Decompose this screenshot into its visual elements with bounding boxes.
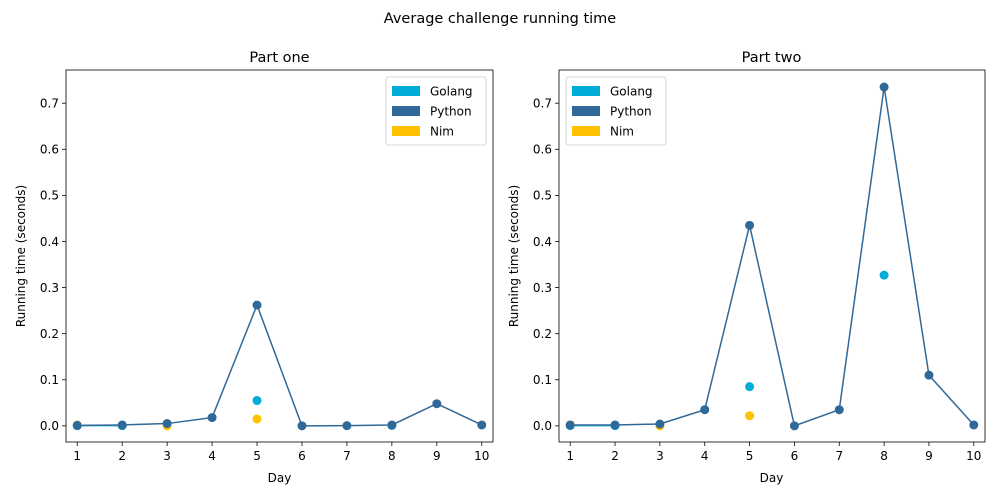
data-point-python — [879, 82, 889, 92]
legend-label-python: Python — [610, 105, 652, 119]
legend-label-python: Python — [430, 105, 472, 119]
data-point-python — [162, 419, 172, 429]
y-tick-label: 0.1 — [40, 373, 59, 387]
series-line-python — [570, 86, 975, 427]
legend-swatch-nim — [572, 126, 600, 136]
x-tick-label: 4 — [208, 449, 216, 463]
data-point-python — [252, 300, 262, 310]
y-tick-label: 0.2 — [40, 327, 59, 341]
x-tick-label: 2 — [611, 449, 619, 463]
legend-label-nim: Nim — [610, 125, 634, 139]
plot-frame — [558, 69, 986, 443]
legend-swatch-python — [572, 106, 600, 116]
y-tick-label: 0.1 — [533, 373, 552, 387]
data-point-python — [745, 220, 755, 230]
x-tick-label: 9 — [925, 449, 933, 463]
y-tick-label: 0.6 — [40, 143, 59, 157]
data-point-python — [72, 420, 82, 430]
x-tick-label: 2 — [118, 449, 126, 463]
y-tick-label: 0.6 — [533, 143, 552, 157]
y-tick-label: 0.7 — [533, 96, 552, 110]
x-axis-label: Day — [268, 471, 292, 485]
legend: Golang Python Nim — [565, 76, 667, 146]
data-point-python — [342, 421, 352, 431]
x-tick-label: 7 — [343, 449, 351, 463]
data-point-python — [924, 370, 934, 380]
x-tick-label: 7 — [835, 449, 843, 463]
data-point-nim — [745, 411, 755, 421]
y-axis-label: Running time (seconds) — [14, 185, 28, 327]
data-point-python — [432, 399, 442, 409]
x-tick-label: 6 — [298, 449, 306, 463]
x-tick-label: 9 — [433, 449, 441, 463]
x-tick-label: 4 — [701, 449, 709, 463]
x-axis-label: Day — [760, 471, 784, 485]
y-tick-label: 0.5 — [533, 189, 552, 203]
panel-part-two: Part two Day Running time (seconds) 1 2 3 4… — [507, 50, 986, 485]
x-tick-label: 1 — [73, 449, 81, 463]
data-point-python — [655, 419, 665, 429]
panel-title: Part two — [742, 50, 802, 66]
legend: Golang Python Nim — [385, 76, 487, 146]
x-tick-label: 10 — [474, 449, 489, 463]
data-point-golang — [745, 382, 755, 392]
y-tick-label: 0.3 — [40, 281, 59, 295]
y-tick-label: 0.5 — [40, 189, 59, 203]
data-point-python — [789, 421, 799, 431]
y-tick-label: 0.4 — [533, 235, 552, 249]
y-tick-label: 0.0 — [40, 419, 59, 433]
x-tick-label: 10 — [966, 449, 981, 463]
x-tick-label: 8 — [880, 449, 888, 463]
x-tick-label: 8 — [388, 449, 396, 463]
legend-label-golang: Golang — [610, 85, 653, 99]
x-tick-label: 5 — [746, 449, 754, 463]
x-tick-label: 1 — [566, 449, 574, 463]
y-tick-label: 0.4 — [40, 235, 59, 249]
figure-title: Average challenge running time — [384, 11, 617, 27]
legend-swatch-python — [392, 106, 420, 116]
x-tick-label: 5 — [253, 449, 261, 463]
plot-frame — [65, 69, 494, 443]
y-tick-label: 0.0 — [533, 419, 552, 433]
panel-title: Part one — [249, 50, 309, 66]
legend-swatch-golang — [572, 86, 600, 96]
data-point-python — [834, 405, 844, 415]
data-point-python — [969, 420, 979, 430]
y-tick-label: 0.7 — [40, 96, 59, 110]
legend-label-nim: Nim — [430, 125, 454, 139]
data-point-nim — [252, 414, 262, 424]
data-point-python — [207, 413, 217, 423]
data-point-python — [297, 421, 307, 431]
x-tick-label: 6 — [791, 449, 799, 463]
y-tick-label: 0.3 — [533, 281, 552, 295]
data-point-python — [700, 405, 710, 415]
x-tick-label: 3 — [656, 449, 664, 463]
series-line-python — [77, 303, 483, 427]
data-point-golang — [879, 270, 889, 280]
legend-swatch-nim — [392, 126, 420, 136]
data-point-python — [477, 420, 487, 430]
y-tick-label: 0.2 — [533, 327, 552, 341]
panel-part-one: Part one Day Running time (seconds) 1 2 3 4… — [14, 50, 494, 485]
data-point-python — [610, 420, 620, 430]
legend-swatch-golang — [392, 86, 420, 96]
data-point-python — [387, 420, 397, 430]
y-axis-label: Running time (seconds) — [507, 185, 521, 327]
legend-label-golang: Golang — [430, 85, 473, 99]
data-point-python — [565, 420, 575, 430]
x-tick-label: 3 — [163, 449, 171, 463]
data-point-golang — [252, 396, 262, 406]
data-point-python — [117, 420, 127, 430]
